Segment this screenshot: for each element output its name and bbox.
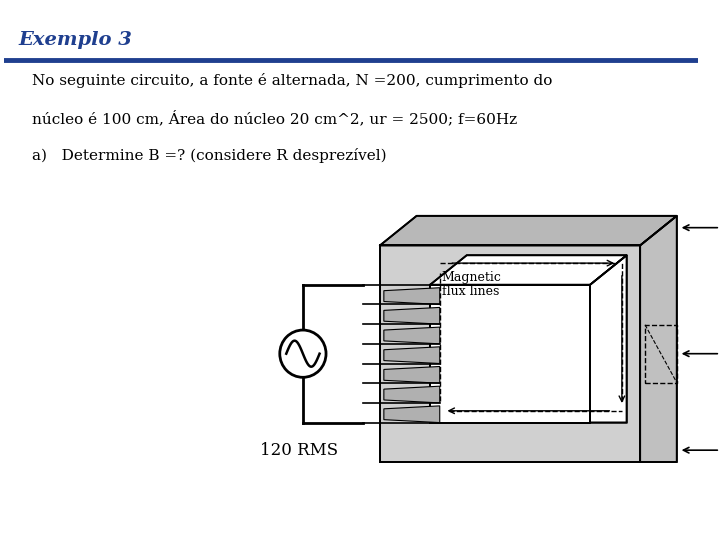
Polygon shape	[384, 386, 440, 403]
Text: núcleo é 100 cm, Área do núcleo 20 cm^2, ur = 2500; f=60Hz: núcleo é 100 cm, Área do núcleo 20 cm^2,…	[32, 111, 517, 126]
Text: Magnetic: Magnetic	[441, 271, 502, 284]
Polygon shape	[384, 327, 440, 344]
Polygon shape	[384, 347, 440, 363]
Circle shape	[280, 330, 326, 377]
Text: No seguinte circuito, a fonte é alternada, N =200, cumprimento do: No seguinte circuito, a fonte é alternad…	[32, 73, 552, 88]
Polygon shape	[380, 216, 677, 245]
Text: flux lines: flux lines	[441, 285, 499, 298]
Polygon shape	[384, 288, 440, 305]
Polygon shape	[590, 255, 626, 423]
Text: a)   Determine B =? (considere R desprezível): a) Determine B =? (considere R desprezív…	[32, 148, 387, 163]
Polygon shape	[384, 406, 440, 423]
Polygon shape	[430, 285, 590, 423]
Text: Exemplo 3: Exemplo 3	[18, 31, 132, 49]
Polygon shape	[380, 245, 640, 462]
Polygon shape	[384, 367, 440, 383]
Polygon shape	[430, 255, 626, 285]
Polygon shape	[384, 307, 440, 324]
Text: 120 RMS: 120 RMS	[259, 442, 338, 460]
Polygon shape	[640, 216, 677, 462]
